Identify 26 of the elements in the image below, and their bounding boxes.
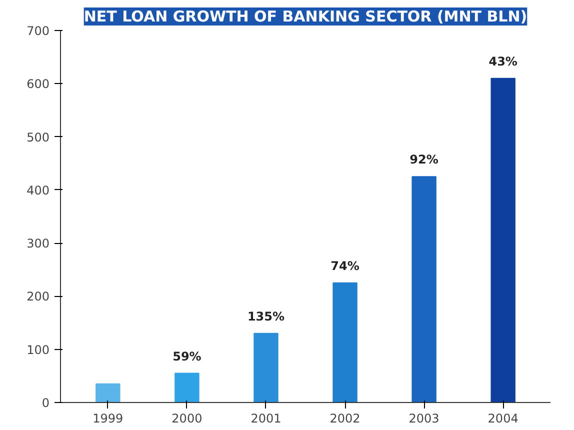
annotation: 59% xyxy=(172,349,202,364)
annotation: 92% xyxy=(410,152,438,167)
x-tick-label: 2002 xyxy=(330,412,360,426)
y-tick-label: 500 xyxy=(26,130,50,144)
bar xyxy=(174,372,200,402)
bar xyxy=(254,332,278,402)
y-tick-label: 200 xyxy=(26,290,50,304)
y-tick-label: 100 xyxy=(26,342,50,357)
x-tick-label: 2003 xyxy=(408,412,440,426)
x-tick-label: 2001 xyxy=(250,412,282,426)
bar xyxy=(412,176,436,402)
bar xyxy=(96,383,120,402)
x-tick-label: 1999 xyxy=(92,412,124,426)
annotation: 43% xyxy=(488,54,518,68)
chart-title: NET LOAN GROWTH OF BANKING SECTOR (MNT BLN) xyxy=(84,8,528,26)
y-tick-label: 400 xyxy=(26,183,50,198)
annotation: 135% xyxy=(247,309,285,324)
bar xyxy=(332,282,358,402)
annotation: 74% xyxy=(330,258,360,273)
y-tick-label: 0 xyxy=(42,396,50,410)
y-tick-label: 600 xyxy=(26,77,50,92)
x-tick-label: 2000 xyxy=(172,412,202,426)
y-tick-label: 700 xyxy=(26,24,50,38)
x-tick-label: 2004 xyxy=(488,412,518,426)
bar xyxy=(490,78,516,402)
y-tick-label: 300 xyxy=(26,236,50,251)
